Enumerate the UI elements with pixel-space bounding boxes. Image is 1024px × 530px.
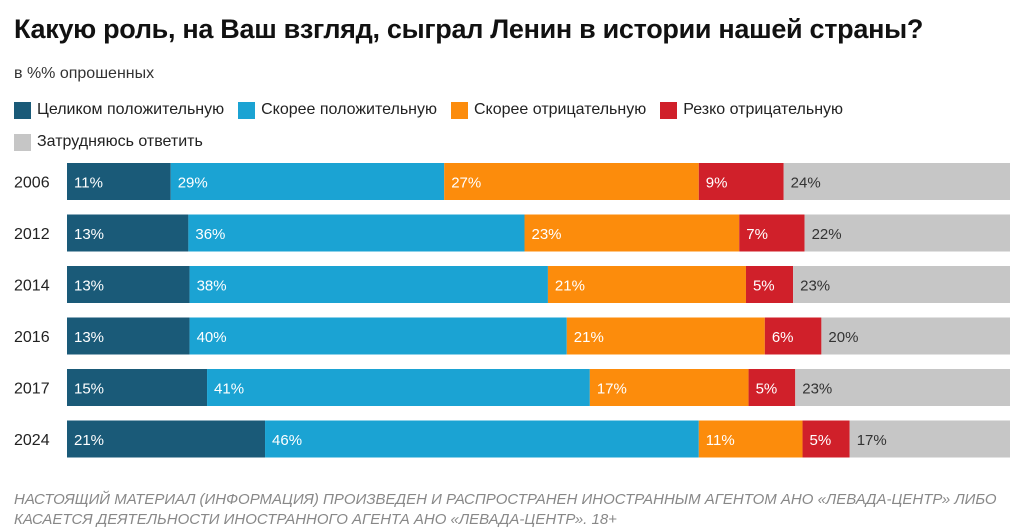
legend-item: Скорее положительную xyxy=(238,100,437,120)
bar-segment xyxy=(444,163,699,200)
bar-segment xyxy=(67,369,208,406)
bar-segment xyxy=(547,266,746,303)
legend-label: Скорее отрицательную xyxy=(474,101,647,118)
data-label: 7% xyxy=(746,226,768,243)
data-label: 23% xyxy=(802,381,832,398)
data-label: 17% xyxy=(597,381,627,398)
data-label: 38% xyxy=(197,278,227,295)
legend-swatch xyxy=(14,133,31,151)
bar-segment xyxy=(804,214,1010,252)
y-tick-label: 2014 xyxy=(14,278,50,295)
bar-segment xyxy=(67,420,266,458)
data-label: 22% xyxy=(812,226,842,243)
data-label: 13% xyxy=(74,329,104,346)
bar-segment xyxy=(739,214,805,252)
bar-segment xyxy=(589,369,749,406)
bar-segment xyxy=(67,266,190,303)
bar-segment xyxy=(698,420,803,458)
bar-segment xyxy=(764,317,822,355)
bar-segment xyxy=(783,163,1010,200)
bar-segment xyxy=(566,317,765,355)
bar-segment xyxy=(207,369,590,406)
bar-segment xyxy=(849,420,1010,458)
data-label: 13% xyxy=(74,278,104,295)
data-label: 23% xyxy=(800,278,830,295)
bar-segment xyxy=(745,266,794,303)
chart-subtitle: в %% опрошенных xyxy=(14,65,155,82)
bar-segment xyxy=(189,317,567,355)
bar-segment xyxy=(67,214,189,252)
data-label: 29% xyxy=(178,175,208,192)
data-label: 20% xyxy=(828,329,858,346)
bar-segment xyxy=(795,369,1010,406)
legend-swatch xyxy=(14,101,31,119)
y-tick-label: 2006 xyxy=(14,175,50,192)
data-label: 27% xyxy=(451,175,481,192)
y-tick-label: 2024 xyxy=(14,432,50,449)
bar-segment xyxy=(524,214,740,252)
data-label: 24% xyxy=(791,175,821,192)
data-label: 11% xyxy=(706,432,735,449)
data-label: 5% xyxy=(810,432,832,449)
data-label: 6% xyxy=(772,329,794,346)
legend-item: Скорее отрицательную xyxy=(451,100,646,120)
data-label: 9% xyxy=(706,175,728,192)
bar-segment xyxy=(67,317,190,355)
legend-label: Затрудняюсь ответить xyxy=(37,133,203,150)
y-tick-label: 2016 xyxy=(14,329,50,346)
bar-segment xyxy=(802,420,850,458)
y-tick-label: 2012 xyxy=(14,226,50,243)
data-label: 41% xyxy=(214,381,244,398)
data-label: 21% xyxy=(74,432,104,449)
legend-item: Целиком положительную xyxy=(14,100,224,120)
foreign-agent-disclaimer: НАСТОЯЩИЙ МАТЕРИАЛ (ИНФОРМАЦИЯ) ПРОИЗВЕД… xyxy=(14,491,997,528)
bar-segment xyxy=(821,317,1010,355)
bar-segment xyxy=(170,163,445,200)
data-label: 11% xyxy=(74,175,103,192)
legend-swatch xyxy=(238,101,256,119)
bar-segment xyxy=(793,266,1010,303)
legend: Целиком положительную Скорее положительну… xyxy=(14,100,1004,152)
chart-title: Какую роль, на Ваш взгляд, сыграл Ленин … xyxy=(14,14,924,44)
y-tick-label: 2017 xyxy=(14,381,50,398)
legend-label: Резко отрицательную xyxy=(683,101,844,118)
data-label: 5% xyxy=(756,381,778,398)
legend-item: Резко отрицательную xyxy=(660,100,843,120)
data-label: 46% xyxy=(272,432,302,449)
data-label: 21% xyxy=(555,278,585,295)
data-label: 40% xyxy=(197,329,227,346)
legend-label: Скорее положительную xyxy=(261,101,437,118)
bar-segment xyxy=(265,420,699,458)
data-label: 36% xyxy=(195,226,225,243)
bar-segment xyxy=(67,163,171,200)
stacked-bar-chart: 2006 11% 29% 27% 9% 24% 2012 13% 36% 23% 7% 22% 2014… xyxy=(14,163,1010,458)
data-label: 17% xyxy=(857,432,887,449)
legend-item: Затрудняюсь ответить xyxy=(14,132,203,152)
data-label: 5% xyxy=(753,278,775,295)
legend-swatch xyxy=(660,101,678,119)
data-label: 13% xyxy=(74,226,104,243)
legend-label: Целиком положительную xyxy=(37,101,225,118)
data-label: 21% xyxy=(574,329,604,346)
bar-segment xyxy=(189,266,548,303)
data-label: 23% xyxy=(532,226,562,243)
legend-swatch xyxy=(451,101,468,119)
data-label: 15% xyxy=(74,381,104,398)
bar-segment xyxy=(188,214,525,252)
bar-segment xyxy=(748,369,796,406)
bar-segment xyxy=(698,163,784,200)
